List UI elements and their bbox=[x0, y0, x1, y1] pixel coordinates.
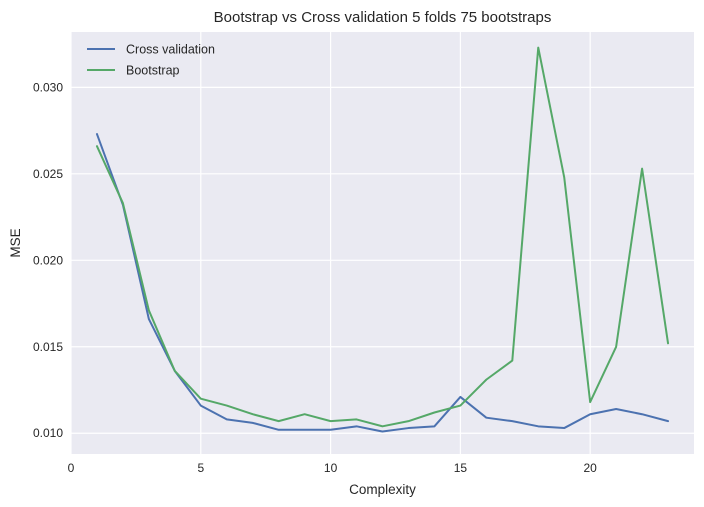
x-tick-label: 10 bbox=[324, 461, 338, 475]
y-tick-label: 0.025 bbox=[33, 167, 63, 181]
grid bbox=[70, 32, 694, 454]
legend-label: Bootstrap bbox=[126, 64, 180, 78]
y-tick-label: 0.020 bbox=[33, 253, 63, 267]
y-tick-label: 0.030 bbox=[33, 80, 63, 94]
x-axis-label: Complexity bbox=[349, 482, 416, 497]
legend-label: Cross validation bbox=[126, 43, 215, 57]
legend: Cross validation Bootstrap bbox=[87, 43, 215, 78]
x-tick-label: 5 bbox=[197, 461, 204, 475]
series-lines bbox=[95, 46, 670, 433]
y-axis: 0.010 0.015 0.020 0.025 0.030 bbox=[33, 80, 63, 440]
plot-background bbox=[71, 32, 694, 454]
x-tick-label: 20 bbox=[583, 461, 597, 475]
x-tick-label: 0 bbox=[68, 461, 75, 475]
y-tick-label: 0.015 bbox=[33, 340, 63, 354]
y-axis-label: MSE bbox=[8, 228, 23, 257]
x-axis: 0 5 10 15 20 bbox=[68, 461, 598, 475]
y-tick-label: 0.010 bbox=[33, 426, 63, 440]
x-tick-label: 15 bbox=[454, 461, 468, 475]
chart-title: Bootstrap vs Cross validation 5 folds 75… bbox=[214, 9, 552, 26]
series-line-bootstrap bbox=[95, 46, 670, 428]
series-line-cross-validation bbox=[95, 133, 670, 433]
